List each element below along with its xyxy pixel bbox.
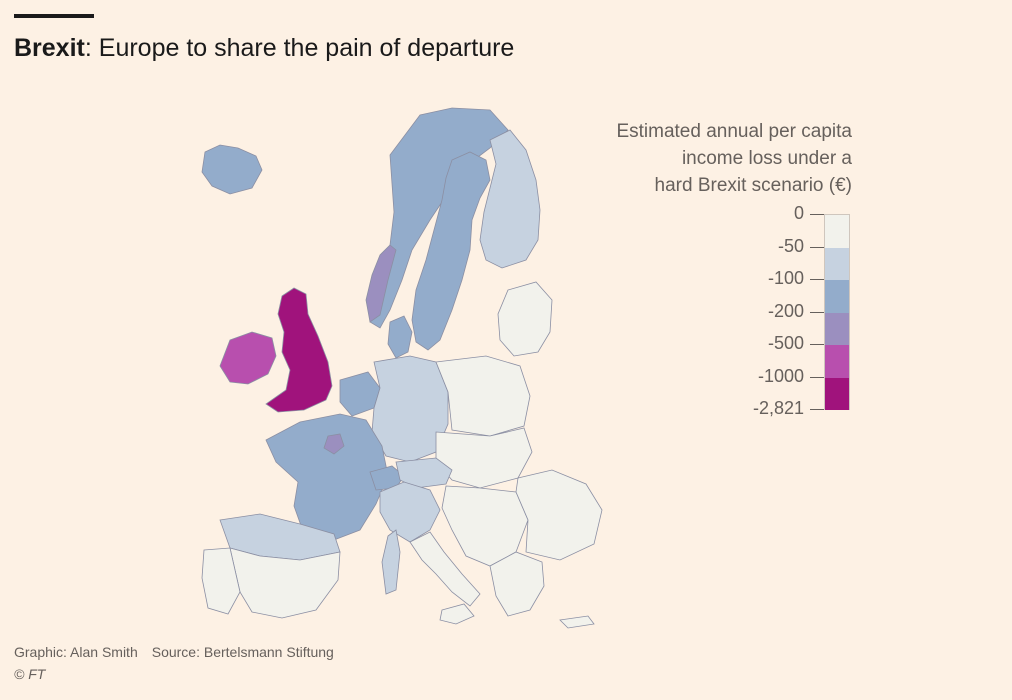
chart-title: Brexit: Europe to share the pain of depa… — [14, 34, 514, 63]
region-france — [265, 413, 389, 541]
graphic-credit: Graphic: Alan Smith — [14, 644, 138, 660]
region-poland — [435, 355, 531, 437]
europe-map — [201, 107, 603, 629]
region-finland — [479, 129, 541, 269]
region-corsica-sardinia — [381, 529, 401, 595]
region-greece — [489, 551, 545, 617]
legend-color-bar — [824, 214, 850, 410]
legend-title: Estimated annual per capita income loss … — [552, 118, 852, 199]
legend-label: -1000 — [757, 365, 804, 386]
title-bold: Brexit — [14, 34, 85, 62]
legend-tick — [810, 311, 824, 313]
region-italy-north — [379, 481, 441, 543]
footer-credits: Graphic: Alan Smith Source: Bertelsmann S… — [14, 644, 348, 660]
region-spain — [229, 547, 341, 619]
legend-label: -500 — [767, 333, 804, 353]
legend-swatch — [825, 247, 849, 280]
legend-tick — [810, 214, 824, 215]
legend-tick — [810, 409, 824, 410]
region-sicily — [439, 603, 475, 625]
legend-label: -50 — [777, 235, 804, 256]
title-rest: : Europe to share the pain of departure — [84, 34, 515, 62]
legend-tick — [810, 344, 824, 345]
legend-label: 0 — [793, 203, 804, 223]
region-norway-west — [365, 244, 397, 323]
region-denmark — [387, 315, 413, 359]
legend-label: -200 — [767, 300, 804, 321]
region-iceland — [201, 144, 263, 195]
copyright: © FT — [14, 666, 46, 682]
region-ireland — [219, 331, 277, 385]
legend-swatch — [825, 377, 849, 410]
legend-swatch — [825, 312, 849, 345]
legend-tick — [810, 279, 824, 280]
legend-swatch — [825, 280, 849, 313]
legend-tick — [810, 376, 824, 378]
legend-swatch — [825, 215, 849, 248]
legend-title-line: income loss under a — [681, 148, 852, 169]
region-austria — [395, 457, 453, 489]
legend-label: -2,821 — [752, 398, 804, 418]
legend-label: -100 — [767, 268, 804, 288]
legend-swatch — [825, 345, 849, 378]
region-germany — [371, 355, 449, 463]
region-switzerland — [369, 465, 405, 491]
legend-tick — [810, 246, 824, 248]
region-baltics — [497, 281, 553, 357]
region-italy-south — [409, 531, 481, 607]
region-crete — [559, 615, 595, 629]
region-uk — [265, 287, 333, 413]
region-paris — [323, 433, 345, 455]
legend-title-line: Estimated annual per capita — [616, 121, 852, 142]
top-rule — [14, 14, 94, 18]
region-romania-bulgaria — [515, 469, 603, 561]
region-portugal — [201, 547, 241, 615]
region-sweden — [411, 151, 491, 351]
source-credit: Source: Bertelsmann Stiftung — [151, 644, 334, 660]
legend-title-line: hard Brexit scenario (€) — [654, 175, 852, 196]
